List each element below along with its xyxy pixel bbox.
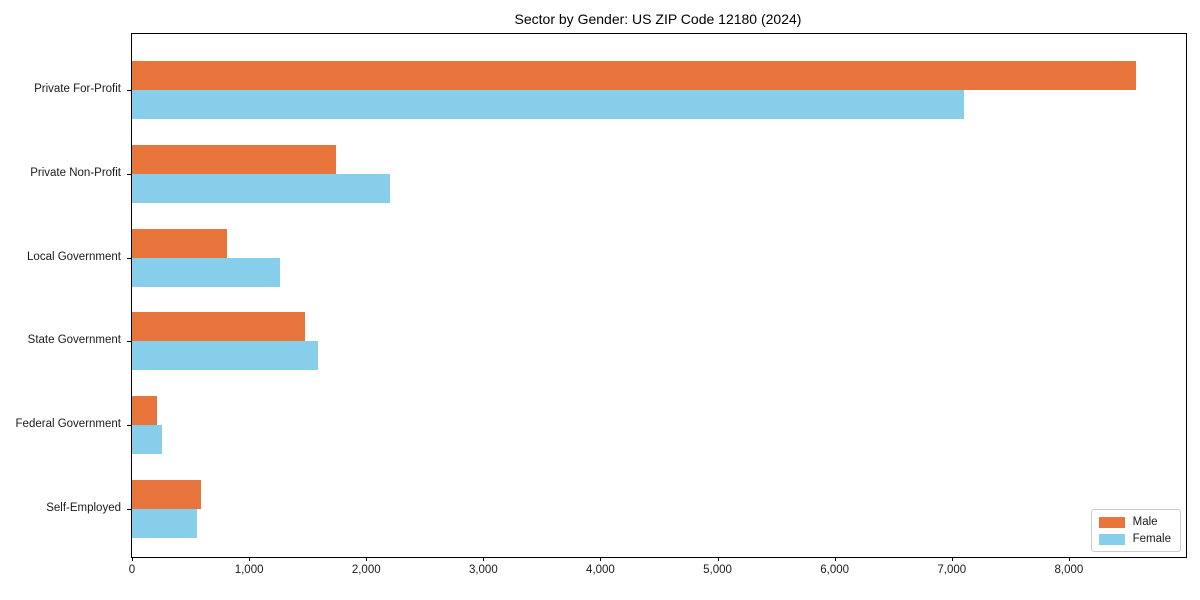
x-tick-label: 6,000 [820,564,850,576]
bar-male-2 [132,144,336,174]
legend-label-female: Female [1132,533,1171,545]
x-tick-mark [717,557,719,561]
y-tick-mark [127,341,131,343]
x-tick-label: 3,000 [468,564,498,576]
y-axis-label: Private For-Profit [34,83,121,95]
bar-male-4 [132,312,306,342]
bar-male-1 [132,61,1136,90]
plot-area: 0 1,000 2,000 3,000 4,000 5,000 6,000 7,000 8,00… [127,33,1187,576]
x-tick-mark [483,557,485,561]
y-tick-mark [127,173,131,175]
legend-swatch-male [1098,516,1125,528]
legend-swatch-female [1098,533,1125,545]
x-tick-label: 8,000 [1054,564,1084,576]
legend-entry-male: Male [1098,516,1171,528]
y-tick-mark [127,509,131,510]
bar-female-1 [132,90,964,119]
x-tick-mark [1068,557,1070,561]
y-tick-mark [127,257,131,259]
y-axis-label: Local Government [27,250,121,263]
x-tick-mark [132,557,133,561]
x-tick-label: 4,000 [586,564,615,576]
bar-male-6 [132,480,202,509]
x-tick-label: 5,000 [703,564,732,576]
x-tick-mark [951,557,953,561]
y-tick-mark [127,90,131,91]
legend-entry-female: Female [1098,533,1171,545]
x-tick-mark [366,557,368,561]
legend: Male Female [1090,509,1181,552]
x-tick-mark [834,557,836,561]
y-axis-label: State Government [27,334,121,347]
x-tick-label: 2,000 [351,564,381,576]
x-tick-label: 0 [128,564,136,576]
bar-female-4 [132,341,319,371]
bar-male-5 [132,396,158,426]
legend-label-male: Male [1132,516,1158,528]
x-tick-label: 1,000 [234,564,264,576]
bar-female-6 [132,509,197,538]
y-axis-label: Self-Employed [46,502,121,514]
y-axis-label: Federal Government [15,418,121,431]
y-axis-label: Private Non-Profit [30,166,121,179]
y-tick-mark [127,425,131,427]
x-tick-label: 7,000 [937,564,967,576]
bar-female-5 [132,425,162,455]
x-tick-mark [249,557,251,561]
bar-female-2 [132,173,390,203]
bar-female-3 [132,257,280,287]
bar-male-3 [132,228,227,258]
chart-title: Sector by Gender: US ZIP Code 12180 (202… [514,11,802,27]
x-tick-mark [600,557,602,561]
